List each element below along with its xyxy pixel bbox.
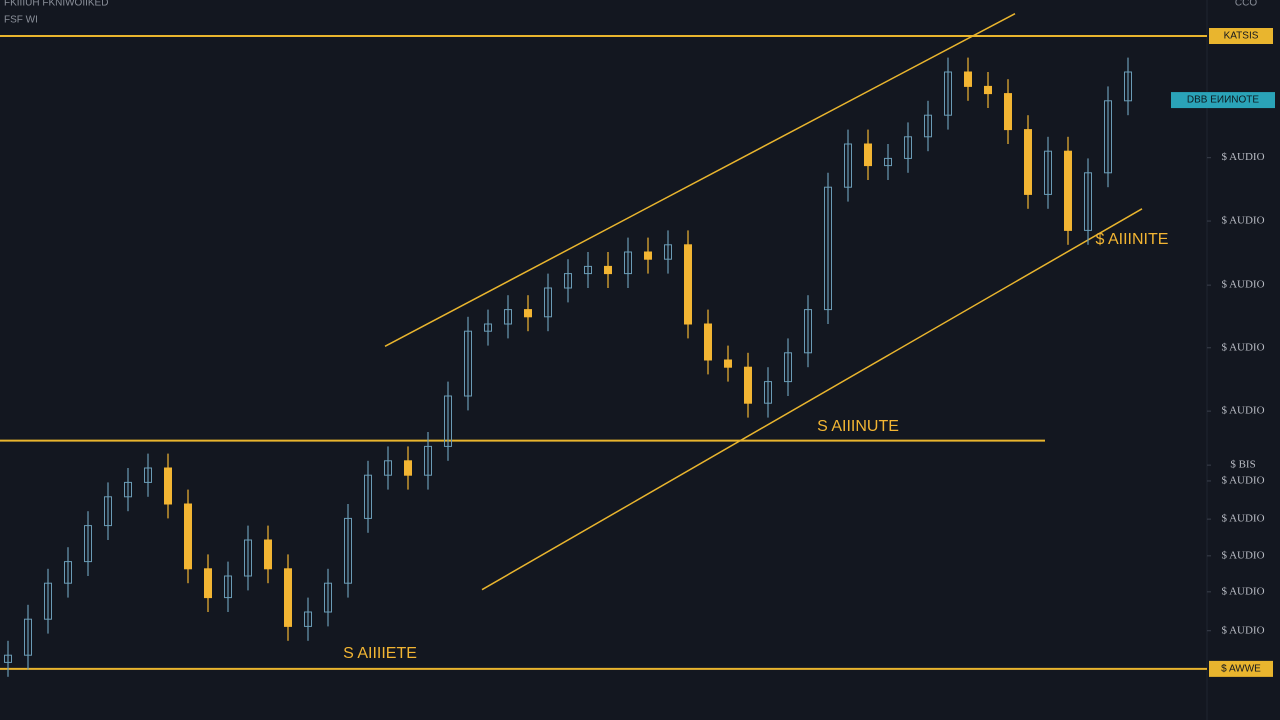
candle-body	[964, 71, 972, 87]
candle-body	[824, 186, 832, 311]
header-subtitle: FSF WI	[4, 15, 38, 26]
annotation: S AIIINUTE	[817, 418, 899, 435]
candle-body	[664, 244, 672, 260]
candle-body	[404, 460, 412, 476]
level-badge	[1209, 660, 1273, 677]
candle-body	[304, 611, 312, 627]
candle-body	[44, 582, 52, 620]
candle-body	[1024, 129, 1032, 195]
candle-body	[844, 143, 852, 188]
candle-body	[284, 568, 292, 627]
candle-body	[24, 618, 32, 656]
candle-body	[744, 366, 752, 404]
level-badge	[1209, 28, 1273, 44]
candle-body	[384, 460, 392, 476]
candle-body	[704, 323, 712, 361]
candle-body	[244, 539, 252, 577]
candle-body	[584, 265, 592, 275]
candle-body	[644, 251, 652, 260]
candle-body	[804, 309, 812, 354]
y-tick-label: $ AUDIO	[1221, 549, 1264, 561]
y-tick-label: $ AUDIO	[1221, 513, 1264, 525]
candle-body	[84, 525, 92, 563]
price-tag-label: DBB ЕИИNOTE	[1187, 95, 1259, 106]
candle-body	[724, 359, 732, 368]
candle-body	[564, 273, 572, 289]
y-tick-label: $ AUDIO	[1221, 215, 1264, 227]
candle-body	[124, 481, 132, 498]
candle-body	[924, 114, 932, 138]
trendline	[384, 13, 1016, 347]
candle-body	[604, 265, 612, 275]
candle-body	[64, 561, 72, 584]
candle-body	[264, 539, 272, 570]
candle-body	[944, 71, 952, 116]
candle-body	[524, 309, 532, 318]
candle-body	[324, 582, 332, 613]
level-label: KATSIS	[1224, 31, 1259, 42]
corner-label: CCO	[1235, 0, 1257, 9]
candle-body	[4, 654, 12, 663]
candle-body	[1064, 150, 1072, 231]
candle-body	[104, 496, 112, 527]
candle-body	[884, 157, 892, 167]
candle-body	[204, 568, 212, 599]
annotation: $ AIIINITE	[1096, 231, 1169, 248]
header-title: FKIIIUH FKNIWOIIKED	[4, 0, 108, 9]
candle-body	[484, 323, 492, 332]
annotation: S AIIIIETE	[343, 645, 417, 662]
candle-body	[684, 244, 692, 325]
candle-body	[1004, 93, 1012, 131]
candle-body	[1044, 150, 1052, 195]
candle-body	[464, 330, 472, 397]
y-tick-label: $ AUDIO	[1221, 341, 1264, 353]
candle-body	[424, 445, 432, 476]
y-tick-label: $ AUDIO	[1221, 405, 1264, 417]
candle-body	[344, 517, 352, 584]
candle-body	[364, 474, 372, 519]
y-tick-label: $ AUDIO	[1221, 151, 1264, 163]
candle-body	[164, 467, 172, 505]
candle-body	[784, 352, 792, 383]
y-tick-label: $ AUDIO	[1221, 474, 1264, 486]
candle-body	[144, 467, 152, 483]
y-tick-label: $ AUDIO	[1221, 624, 1264, 636]
candle-body	[224, 575, 232, 599]
y-tick-label: $ BIS	[1230, 459, 1255, 471]
y-tick-label: $ AUDIO	[1221, 585, 1264, 597]
candle-body	[904, 136, 912, 159]
candle-body	[184, 503, 192, 570]
candle-body	[1084, 172, 1092, 231]
candle-body	[624, 251, 632, 275]
candle-body	[444, 395, 452, 447]
candle-body	[984, 85, 992, 95]
trendline	[481, 208, 1143, 591]
candle-body	[1104, 100, 1112, 174]
y-tick-label: $ AUDIO	[1221, 279, 1264, 291]
candle-body	[864, 143, 872, 167]
price-tag-box	[1171, 92, 1275, 109]
candle-body	[544, 287, 552, 318]
candle-body	[764, 381, 772, 404]
candle-body	[504, 309, 512, 325]
level-label: $ AWWE	[1221, 664, 1261, 675]
candle-body	[1124, 71, 1132, 102]
